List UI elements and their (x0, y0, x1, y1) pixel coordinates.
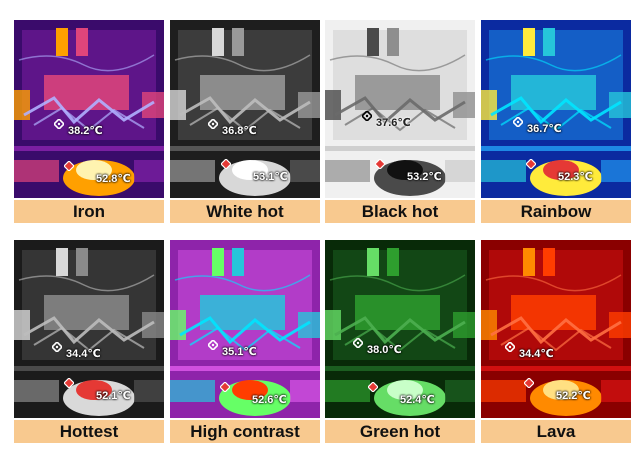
max-temperature-readout: 52.4℃ (400, 394, 435, 406)
max-temperature-readout: 53.2℃ (407, 171, 442, 183)
max-temperature-readout: 52.3℃ (558, 171, 593, 183)
hotspot-icon (219, 379, 231, 393)
palette-label: Black hot (325, 200, 475, 223)
hotspot-icon (367, 379, 379, 393)
min-temperature-readout: 34.4℃ (519, 348, 554, 360)
palette-label: Green hot (325, 420, 475, 443)
hotspot-icon (220, 156, 232, 170)
crosshair-icon (360, 108, 374, 123)
crosshair-icon (52, 116, 66, 131)
crosshair-icon (511, 114, 525, 129)
palette-label: Lava (481, 420, 631, 443)
max-temperature-readout: 52.8℃ (96, 173, 131, 185)
hotspot-icon (523, 375, 535, 389)
min-temperature-readout: 38.0℃ (367, 344, 402, 356)
hotspot-icon (63, 375, 75, 389)
thermal-image (325, 240, 475, 418)
thermal-image (481, 20, 631, 198)
crosshair-icon (50, 339, 64, 354)
thermal-image (481, 240, 631, 418)
min-temperature-readout: 36.8℃ (222, 125, 257, 137)
palette-label: Iron (14, 200, 164, 223)
max-temperature-readout: 52.6℃ (252, 394, 287, 406)
min-temperature-readout: 37.6℃ (376, 117, 411, 129)
hotspot-icon (525, 156, 537, 170)
crosshair-icon (206, 116, 220, 131)
max-temperature-readout: 52.2℃ (556, 390, 591, 402)
min-temperature-readout: 35.1℃ (222, 346, 257, 358)
thermal-image (170, 240, 320, 418)
thermal-image (14, 240, 164, 418)
palette-label: White hot (170, 200, 320, 223)
thermal-image (14, 20, 164, 198)
max-temperature-readout: 53.1℃ (253, 171, 288, 183)
crosshair-icon (351, 335, 365, 350)
crosshair-icon (206, 337, 220, 352)
hotspot-icon (374, 156, 386, 170)
hotspot-icon (63, 158, 75, 172)
thermal-image (170, 20, 320, 198)
min-temperature-readout: 34.4℃ (66, 348, 101, 360)
palette-label: Hottest (14, 420, 164, 443)
min-temperature-readout: 38.2℃ (68, 125, 103, 137)
crosshair-icon (503, 339, 517, 354)
palette-label: High contrast (170, 420, 320, 443)
thermal-image (325, 20, 475, 198)
palette-label: Rainbow (481, 200, 631, 223)
max-temperature-readout: 52.1℃ (96, 390, 131, 402)
min-temperature-readout: 36.7℃ (527, 123, 562, 135)
